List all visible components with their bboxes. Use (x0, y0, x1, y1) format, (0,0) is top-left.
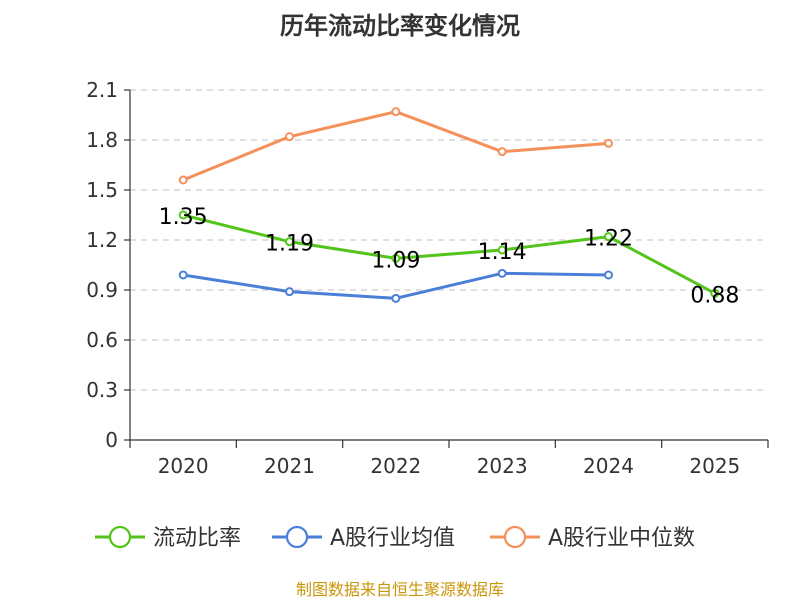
legend-label: 流动比率 (153, 526, 241, 551)
axes: 0 0.3 0.6 0.9 1.2 1.5 1.8 2.1 2020 2021 2022 2023 20… (86, 78, 769, 478)
source-note: 制图数据来自恒生聚源数据库 (296, 580, 504, 599)
data-point[interactable] (178, 270, 188, 280)
y-tick-label: 0.6 (86, 328, 118, 352)
legend-label: A股行业均值 (330, 526, 455, 551)
legend-marker (503, 525, 527, 549)
data-point[interactable] (497, 268, 507, 278)
y-tick-label: 1.5 (86, 178, 118, 202)
legend-marker (108, 525, 132, 549)
data-labels: 1.35 1.19 1.09 1.14 1.22 0.88 (159, 205, 740, 308)
data-point[interactable] (178, 175, 188, 185)
data-point[interactable] (497, 147, 507, 157)
y-tick-label: 1.2 (86, 228, 118, 252)
x-tick-label: 2025 (689, 454, 740, 478)
legend[interactable]: 流动比率 A股行业均值 A股行业中位数 (95, 525, 695, 551)
legend-marker (285, 525, 309, 549)
data-point[interactable] (604, 138, 613, 148)
x-tick-label: 2024 (583, 454, 634, 478)
y-tick-label: 0 (105, 428, 118, 452)
data-label: 1.22 (584, 227, 633, 252)
data-point[interactable] (285, 132, 294, 142)
chart-title: 历年流动比率变化情况 (280, 12, 520, 40)
legend-label: A股行业中位数 (548, 526, 695, 551)
data-label: 1.14 (478, 240, 527, 265)
x-tick-label: 2021 (264, 454, 315, 478)
series-line (182, 110, 609, 182)
data-point[interactable] (604, 232, 613, 242)
x-tick-label: 2023 (477, 454, 528, 478)
data-point[interactable] (710, 288, 720, 298)
grid-lines (130, 89, 768, 391)
data-label: 1.19 (265, 232, 314, 257)
data-point[interactable] (604, 270, 613, 280)
y-tick-label: 0.3 (86, 378, 118, 402)
x-tick-label: 2020 (158, 454, 209, 478)
data-point[interactable] (391, 293, 401, 303)
series-lines (178, 107, 720, 303)
y-tick-label: 1.8 (86, 128, 118, 152)
data-point[interactable] (178, 210, 188, 220)
data-label: 0.88 (690, 283, 739, 308)
y-tick-label: 2.1 (86, 78, 118, 102)
data-point[interactable] (285, 237, 294, 247)
legend-item[interactable]: A股行业均值 (272, 525, 455, 551)
legend-item[interactable]: A股行业中位数 (490, 525, 695, 551)
data-point[interactable] (497, 245, 507, 255)
y-tick-label: 0.9 (86, 278, 118, 302)
data-point[interactable] (391, 253, 401, 263)
data-label: 1.35 (159, 205, 208, 230)
series-line (182, 213, 716, 295)
data-point[interactable] (391, 107, 401, 117)
data-label: 1.09 (371, 248, 420, 273)
x-tick-label: 2022 (370, 454, 421, 478)
data-point[interactable] (285, 287, 294, 297)
legend-item[interactable]: 流动比率 (95, 525, 241, 551)
